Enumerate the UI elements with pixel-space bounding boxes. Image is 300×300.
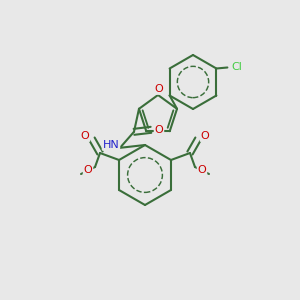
Text: O: O: [198, 165, 206, 175]
Text: O: O: [154, 125, 164, 135]
Text: Cl: Cl: [231, 62, 242, 73]
Text: O: O: [154, 84, 164, 94]
Text: O: O: [201, 131, 209, 141]
Text: O: O: [81, 131, 89, 141]
Text: O: O: [84, 165, 92, 175]
Text: HN: HN: [103, 140, 119, 150]
